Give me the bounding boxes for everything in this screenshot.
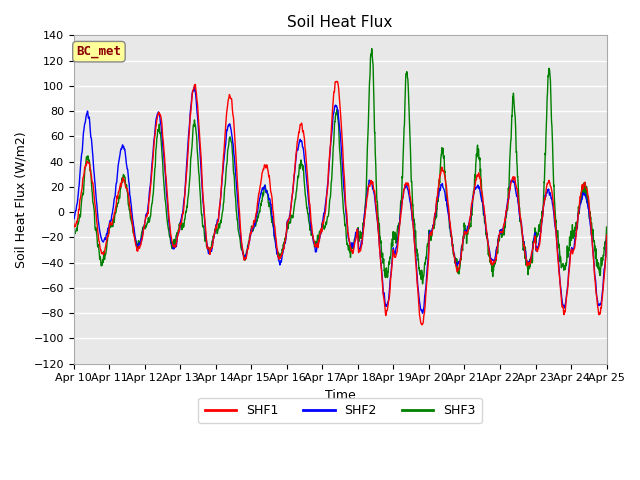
SHF1 (460, 234, 467, 240)
SHF3 (419, 281, 426, 287)
SHF1 (430, 217, 438, 223)
SHF3 (166, 234, 173, 240)
SHF1 (333, 79, 340, 84)
SHF1 (70, 221, 77, 227)
SHF3 (368, 46, 376, 51)
SHF3 (430, 224, 438, 230)
SHF2 (460, 233, 467, 239)
X-axis label: Time: Time (324, 389, 356, 402)
SHF2 (602, 246, 610, 252)
SHF2 (603, 234, 611, 240)
SHF2 (430, 219, 438, 225)
SHF1 (166, 219, 173, 225)
SHF2 (490, 258, 498, 264)
SHF2 (190, 84, 198, 90)
Title: Soil Heat Flux: Soil Heat Flux (287, 15, 393, 30)
Line: SHF2: SHF2 (74, 87, 607, 313)
SHF2 (321, 211, 328, 216)
Line: SHF1: SHF1 (74, 82, 607, 325)
Legend: SHF1, SHF2, SHF3: SHF1, SHF2, SHF3 (198, 397, 482, 423)
SHF3 (70, 230, 77, 236)
SHF3 (490, 260, 498, 266)
SHF2 (70, 215, 77, 221)
SHF3 (603, 224, 611, 230)
SHF1 (320, 216, 328, 222)
SHF3 (460, 235, 467, 241)
SHF3 (320, 226, 328, 232)
SHF1 (603, 232, 611, 238)
SHF1 (490, 258, 498, 264)
Text: BC_met: BC_met (76, 45, 122, 58)
SHF2 (166, 224, 173, 230)
SHF1 (602, 251, 610, 256)
SHF3 (602, 238, 610, 244)
SHF1 (418, 322, 426, 328)
SHF2 (419, 311, 426, 316)
Y-axis label: Soil Heat Flux (W/m2): Soil Heat Flux (W/m2) (15, 131, 28, 268)
Line: SHF3: SHF3 (74, 48, 607, 284)
